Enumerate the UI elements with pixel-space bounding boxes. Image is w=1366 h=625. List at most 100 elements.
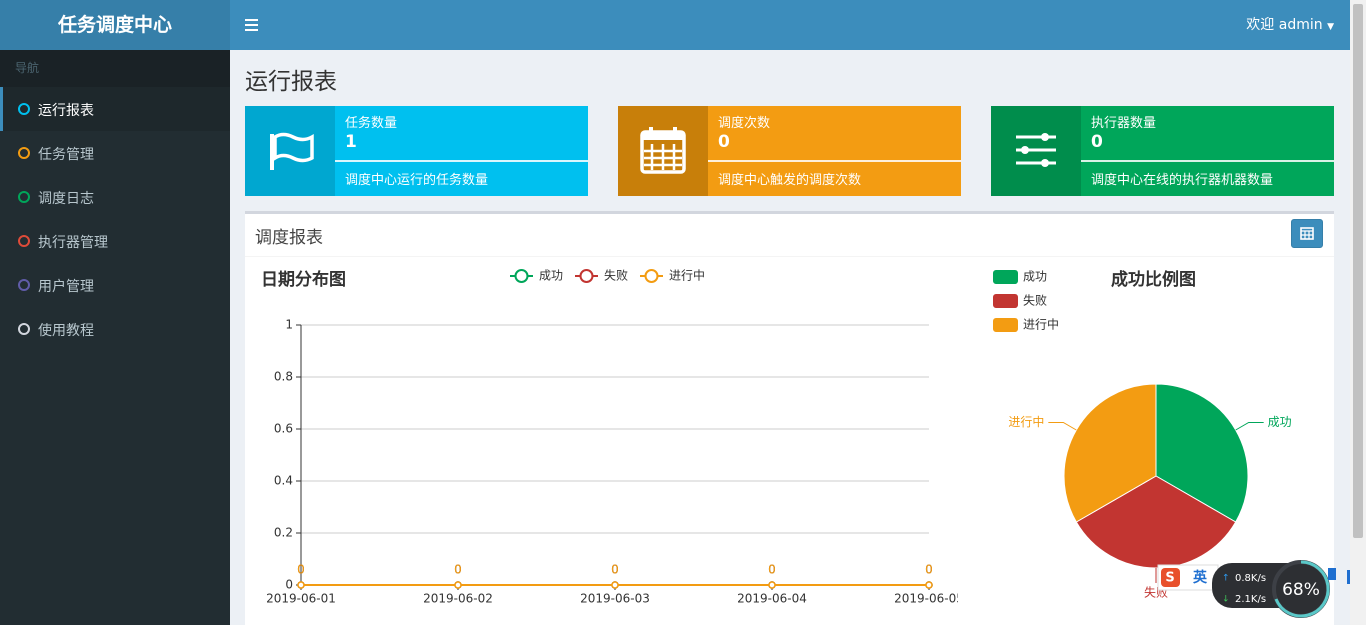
data-label: 0	[454, 563, 462, 577]
scrollbar[interactable]	[1350, 0, 1366, 625]
info-icon	[618, 106, 708, 196]
data-label: 0	[768, 563, 776, 577]
info-title: 调度次数	[718, 116, 771, 131]
data-point	[925, 581, 933, 589]
data-point	[768, 581, 776, 589]
info-icon	[991, 106, 1081, 196]
download-speed: 2.1K/s	[1235, 594, 1266, 605]
data-label: 0	[925, 563, 933, 577]
cpu-gauge-arc	[1274, 560, 1330, 618]
data-label: 0	[611, 563, 619, 577]
calendar-icon	[640, 127, 686, 174]
date-picker-button[interactable]	[1291, 219, 1323, 248]
slider-knob	[1021, 146, 1029, 154]
info-value: 0	[1091, 132, 1103, 152]
pie-slice	[1075, 475, 1237, 569]
info-progress	[708, 160, 961, 162]
legend-marker	[644, 269, 659, 283]
user-menu[interactable]: 欢迎 admin ▼	[1246, 0, 1334, 52]
y-tick-label: 0.4	[274, 474, 293, 488]
nav-item[interactable]: 任务管理	[0, 131, 230, 175]
info-value: 1	[345, 132, 357, 152]
menu-bar	[245, 19, 258, 21]
info-progress	[335, 160, 588, 162]
x-tick-label: 2019-06-05	[894, 592, 964, 606]
calendar-grid	[644, 144, 682, 170]
nav-item[interactable]: 用户管理	[0, 263, 230, 307]
page-title: 运行报表	[245, 69, 337, 95]
nav-dot	[18, 279, 30, 291]
nav-header: 导航	[0, 50, 230, 87]
legend-swatch	[993, 318, 1018, 332]
y-tick-label: 0.2	[274, 526, 293, 540]
down-arrow: ↓	[1222, 595, 1230, 605]
x-tick-label: 2019-06-02	[423, 592, 493, 606]
info-title: 执行器数量	[1091, 116, 1157, 131]
nav-item[interactable]: 使用教程	[0, 307, 230, 351]
menu-bar	[245, 29, 258, 31]
data-label: 0	[611, 563, 619, 577]
panel-title: 调度报表	[255, 228, 323, 248]
calendar-body	[1300, 227, 1314, 240]
nav-dot	[18, 103, 30, 115]
calendar-icon	[1300, 227, 1314, 240]
data-label: 0	[297, 563, 305, 577]
nav-label: 任务管理	[38, 147, 94, 163]
scroll-thumb[interactable]	[1353, 4, 1363, 538]
legend-label: 成功	[539, 269, 563, 283]
caret: ▼	[1327, 22, 1334, 32]
nav-dot	[18, 323, 30, 335]
nav-label: 使用教程	[38, 323, 94, 339]
nav-label: 运行报表	[38, 103, 94, 119]
nav-label: 执行器管理	[38, 235, 108, 251]
data-label: 0	[297, 563, 305, 577]
ime-mode: 英	[1192, 569, 1208, 586]
label-leader	[1235, 422, 1264, 431]
y-tick-label: 0.6	[274, 422, 293, 436]
ime-logo	[1161, 568, 1180, 587]
up-arrow: ↑	[1222, 574, 1230, 584]
data-label: 0	[297, 563, 305, 577]
data-label: 0	[768, 563, 776, 577]
brand[interactable]: 任务调度中心	[0, 0, 230, 50]
info-value: 0	[718, 132, 730, 152]
nav-label: 调度日志	[38, 191, 94, 207]
info-box: 任务数量 1 调度中心运行的任务数量	[245, 106, 588, 196]
data-point	[454, 581, 462, 589]
calendar-ring	[673, 127, 677, 136]
info-icon	[245, 106, 335, 196]
info-title: 任务数量	[345, 116, 398, 131]
data-label: 0	[925, 563, 933, 577]
flag-icon	[270, 132, 314, 170]
calendar-top	[642, 132, 684, 140]
upload-speed: 0.8K/s	[1235, 573, 1266, 584]
flag-cloth	[273, 132, 314, 163]
sliders-icon	[1016, 133, 1056, 167]
slider-knob	[1041, 159, 1049, 167]
calendar-ring	[649, 127, 653, 136]
data-label: 0	[768, 563, 776, 577]
data-label: 0	[454, 563, 462, 577]
chart-title: 成功比例图	[1111, 269, 1196, 290]
nav-item[interactable]: 执行器管理	[0, 219, 230, 263]
pie-slice	[1063, 383, 1157, 523]
chart-title: 日期分布图	[261, 269, 346, 290]
slider-knob	[1041, 133, 1049, 141]
welcome-text: 欢迎 admin	[1246, 17, 1323, 33]
nav-item[interactable]: 调度日志	[0, 175, 230, 219]
pie-slice	[1155, 383, 1249, 523]
nav-item[interactable]: 运行报表	[0, 87, 230, 131]
label-leader	[1048, 422, 1077, 431]
info-progress	[1081, 160, 1334, 162]
top-header: 欢迎 admin ▼	[230, 0, 1350, 50]
menu-bar	[245, 24, 258, 26]
info-desc: 调度中心在线的执行器机器数量	[1091, 173, 1274, 188]
sidebar: 导航 运行报表任务管理调度日志执行器管理用户管理使用教程	[0, 50, 230, 625]
data-point	[297, 581, 305, 589]
legend-swatch	[993, 270, 1018, 284]
menu-toggle[interactable]	[245, 18, 259, 32]
y-tick-label: 1	[285, 318, 293, 332]
info-desc: 调度中心触发的调度次数	[718, 173, 862, 188]
